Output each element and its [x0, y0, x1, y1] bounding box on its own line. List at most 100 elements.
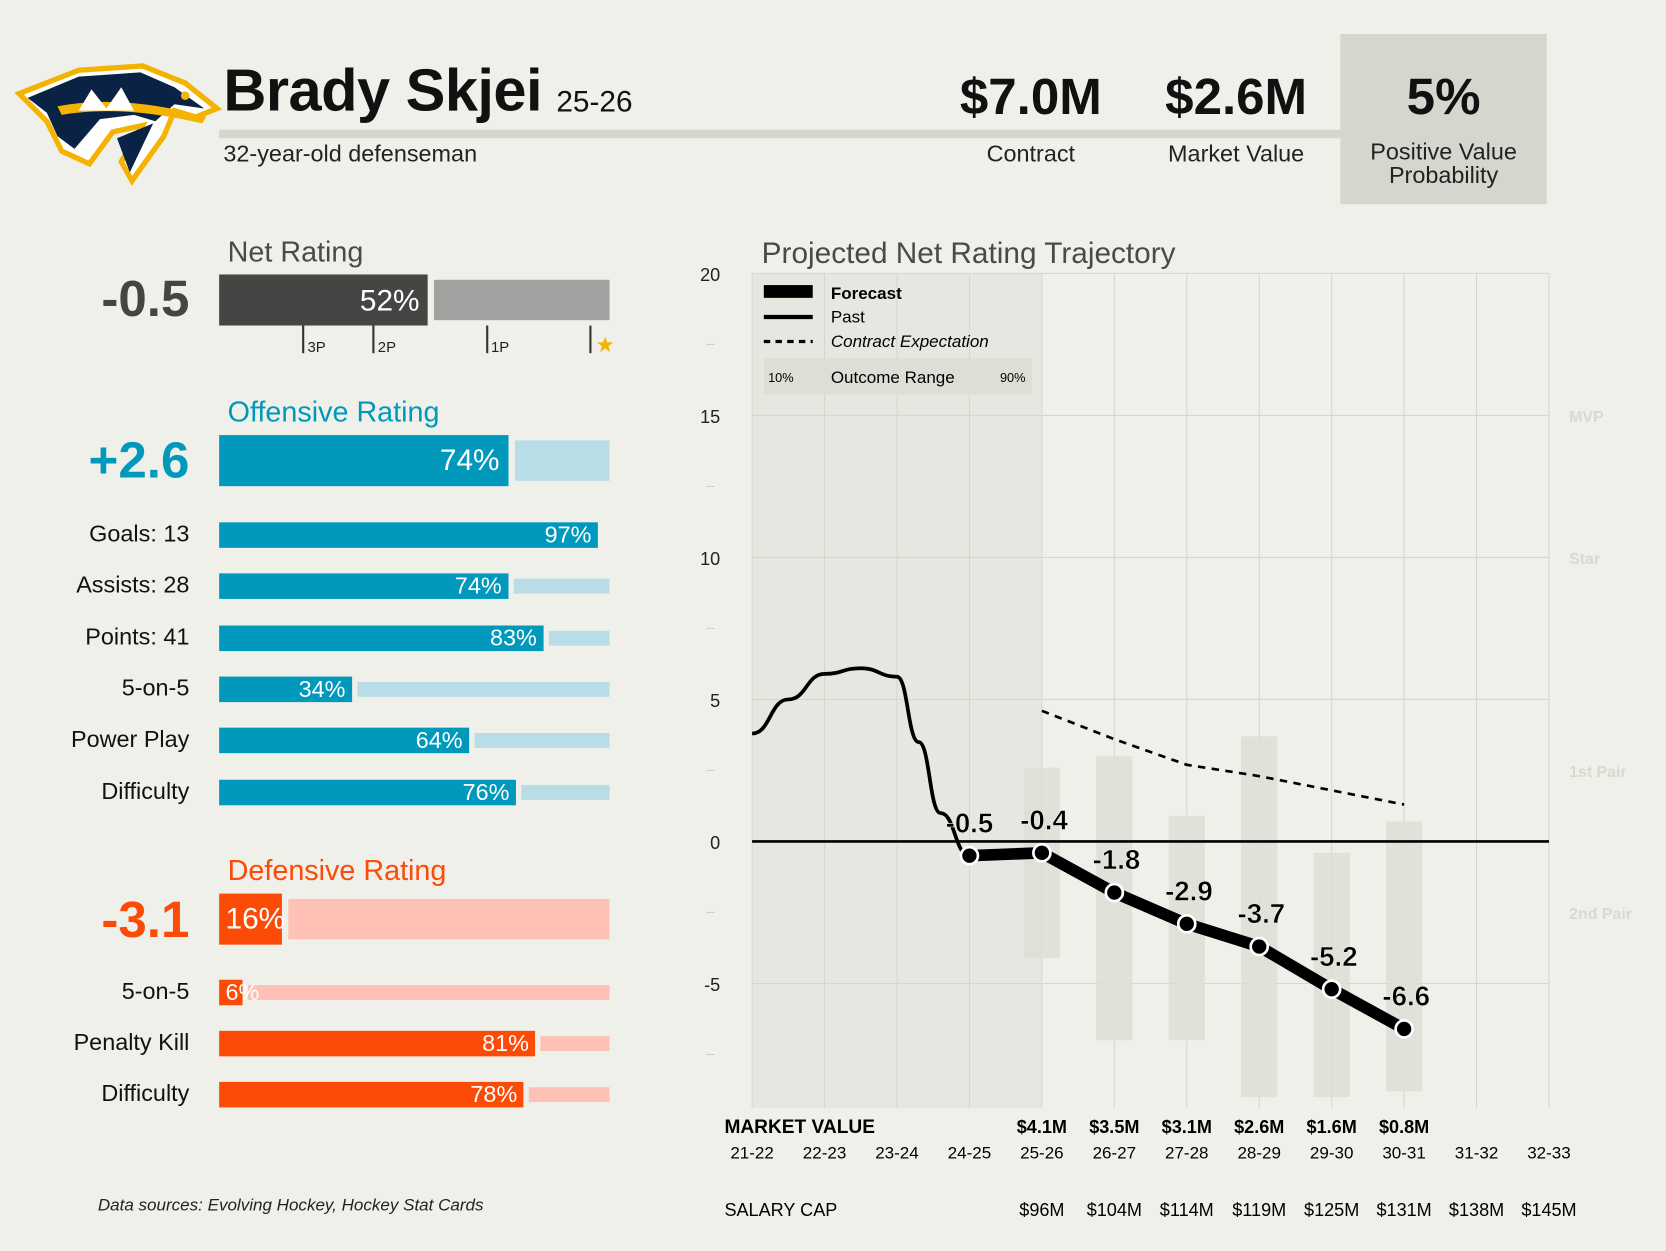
positive-value-label-line2: Probability: [1388, 161, 1499, 189]
y-tick-label: 0: [710, 833, 720, 853]
defensive-stat-label: 5-on-5: [121, 977, 190, 1005]
offensive-stat-percentile: 74%: [454, 572, 502, 600]
contract-expectation-line: [1041, 709, 1405, 806]
y-tick-label: 15: [700, 407, 720, 427]
offensive-stat-bar-fill: [219, 779, 516, 805]
forecast-point: [1394, 1019, 1414, 1039]
forecast-point: [1032, 842, 1052, 863]
rank-tick-label: 3P: [307, 338, 326, 356]
chart-title: Projected Net Rating Trajectory: [761, 236, 1176, 270]
offensive-stat-percentile: 97%: [544, 521, 592, 548]
x-tick-label: 23-24: [875, 1143, 919, 1162]
forecast-point: [1104, 882, 1125, 903]
past-line: [751, 666, 970, 858]
positive-value-label: Positive Value Probability: [1337, 140, 1550, 187]
offensive-stat-label: Power Play: [70, 725, 190, 753]
x-tick-label: 30-31: [1382, 1143, 1426, 1162]
positive-value-probability: 5%: [1406, 69, 1481, 126]
market-value-header: MARKET VALUE: [724, 1117, 875, 1138]
positive-value-label-line1: Positive Value: [1370, 138, 1517, 165]
net-rating-value: -0.5: [101, 271, 190, 328]
defensive-rating-title: Defensive Rating: [227, 854, 447, 887]
defensive-stat-label: Penalty Kill: [73, 1028, 190, 1056]
x-tick-label: 31-32: [1455, 1143, 1499, 1162]
salary-cap-label: $138M: [1449, 1200, 1504, 1220]
forecast-data-label: -2.9: [1165, 875, 1213, 906]
percentile-bar-track: [287, 898, 610, 940]
market-value-label: $1.6M: [1307, 1117, 1357, 1137]
tier-label: Star: [1569, 551, 1600, 568]
forecast-data-label: -1.8: [1093, 844, 1141, 875]
tier-label: 1st Pair: [1569, 764, 1627, 781]
offensive-stat-bar-fill: [219, 573, 509, 600]
percentile-bar-fill: [219, 435, 509, 487]
salary-cap-header: SALARY CAP: [724, 1200, 837, 1220]
market-value: $2.6M: [1165, 69, 1308, 126]
defensive-stat-bar-fill: [219, 1030, 536, 1057]
forecast-data-label: -3.7: [1238, 898, 1286, 929]
forecast-data-label: -5.2: [1310, 941, 1358, 972]
legend-past-label: Past: [831, 307, 865, 326]
season-label: 25-26: [556, 85, 633, 119]
rank-tick: [302, 325, 305, 354]
percentile-bar-fill: [219, 893, 282, 945]
defensive-stat-bar-fill: [219, 979, 243, 1006]
legend-range-swatch: [763, 358, 1032, 395]
forecast-point: [1321, 979, 1342, 1000]
x-tick-label: 27-28: [1165, 1143, 1209, 1162]
x-tick-label: 32-33: [1527, 1143, 1571, 1162]
offensive-stat-label: Goals: 13: [89, 520, 190, 547]
salary-cap-label: $104M: [1087, 1200, 1142, 1220]
outcome-range-bar: [1386, 821, 1423, 1092]
x-tick-label: 26-27: [1093, 1143, 1137, 1162]
rank-tick: [485, 325, 488, 354]
salary-cap-label: $145M: [1521, 1200, 1576, 1220]
legend-range-high: 90%: [1000, 370, 1026, 385]
forecast-point: [1176, 913, 1197, 934]
offensive-stat-label: 5-on-5: [121, 674, 190, 701]
rank-tick: [372, 325, 375, 354]
defensive-stat-bar-track: [540, 1036, 610, 1052]
offensive-stat-bar-track: [548, 630, 610, 646]
y-tick-label: 10: [700, 549, 720, 569]
offensive-rating-title: Offensive Rating: [227, 395, 440, 428]
defensive-stat-label: Difficulty: [101, 1079, 190, 1107]
market-value-label: $3.5M: [1089, 1117, 1139, 1137]
outcome-range-bar: [1241, 736, 1278, 1098]
net-rating-bar-fill: [219, 274, 429, 326]
offensive-stat-bar-track: [474, 733, 610, 749]
contract-label: Contract: [986, 140, 1076, 168]
x-tick-label: 29-30: [1310, 1143, 1354, 1162]
market-value-label: $2.6M: [1234, 1117, 1284, 1137]
net-rating-title: Net Rating: [227, 236, 364, 269]
defensive-stat-bar-track: [247, 985, 610, 1000]
offensive-stat-bar-track: [521, 784, 610, 800]
net-rating-bar-track: [434, 279, 610, 321]
net-rating-percentile: 52%: [359, 284, 420, 318]
offensive-rating-value: +2.6: [88, 432, 190, 490]
offensive-stat-percentile: 76%: [462, 778, 510, 805]
team-logo-icon: [14, 63, 223, 186]
salary-cap-label: $114M: [1160, 1200, 1214, 1220]
defensive-rating-value: -3.1: [101, 892, 190, 949]
positive-value-box: [1340, 34, 1547, 205]
player-description: 32-year-old defenseman: [223, 140, 478, 168]
defensive-stat-percentile: 81%: [482, 1029, 529, 1057]
offensive-stat-label: Assists: 28: [76, 571, 190, 599]
percentile-bar-track: [514, 440, 610, 481]
offensive-stat-bar-track: [357, 681, 610, 697]
outcome-range-bar: [1313, 852, 1350, 1098]
market-value-label: $0.8M: [1379, 1117, 1429, 1137]
forecast-data-label: -6.6: [1382, 981, 1430, 1012]
star-icon: ★: [595, 334, 615, 358]
offensive-stat-bar-fill: [219, 625, 544, 651]
legend-forecast-swatch: [763, 285, 813, 298]
contract-value: $7.0M: [959, 69, 1102, 126]
x-tick-label: 21-22: [730, 1143, 774, 1162]
tier-label: MVP: [1569, 409, 1604, 426]
defensive-stat-percentile: 78%: [470, 1080, 518, 1108]
offensive-stat-bar-fill: [219, 727, 470, 754]
forecast-data-label: -0.4: [1020, 804, 1068, 835]
